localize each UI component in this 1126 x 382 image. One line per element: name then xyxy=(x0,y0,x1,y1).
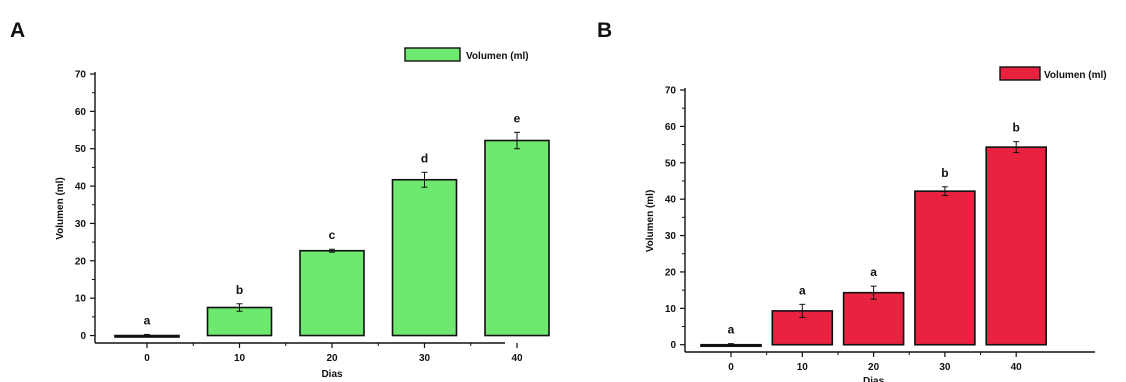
panel-a-bar-40 xyxy=(485,141,549,336)
panel-a-y-axis-label: Volumen (ml) xyxy=(55,177,66,240)
panel-a-legend-swatch xyxy=(405,48,460,61)
panel-b-y-tick-label-0: 0 xyxy=(670,340,676,351)
panel-b-x-tick-label-20: 20 xyxy=(868,362,880,373)
panel-b-sig-label-0: a xyxy=(728,323,735,337)
panel-a-y-tick-label-40: 40 xyxy=(75,182,87,193)
panel-a-x-tick-label-10: 10 xyxy=(234,353,246,364)
panel-a-sig-label-20: c xyxy=(329,228,336,242)
panel-b-letter: B xyxy=(597,19,612,42)
panel-b-y-tick-label-30: 30 xyxy=(665,231,677,242)
panel-a-y-tick-label-30: 30 xyxy=(75,219,87,230)
panel-a-x-tick-label-40: 40 xyxy=(511,353,523,364)
panel-b-y-tick-label-20: 20 xyxy=(665,267,677,278)
panel-b-y-tick-label-50: 50 xyxy=(665,158,677,169)
panel-b-y-tick-label-40: 40 xyxy=(665,195,677,206)
panel-b-sig-label-20: a xyxy=(870,265,877,279)
panel-a-y-tick-label-20: 20 xyxy=(75,256,87,267)
panel-a-x-tick-label-20: 20 xyxy=(326,353,338,364)
panel-a-bar-30 xyxy=(393,180,457,336)
panel-a-bar-20 xyxy=(300,251,364,336)
panel-a-y-tick-label-70: 70 xyxy=(75,70,87,81)
panel-b-sig-label-10: a xyxy=(799,283,806,297)
panel-b-x-tick-label-40: 40 xyxy=(1011,362,1023,373)
panel-a-x-tick-label-30: 30 xyxy=(419,353,431,364)
panel-b-bar-30 xyxy=(915,191,975,345)
panel-b-x-tick-label-10: 10 xyxy=(797,362,809,373)
panel-a-y-tick-label-50: 50 xyxy=(75,144,87,155)
panel-b-y-tick-label-60: 60 xyxy=(665,122,677,133)
panel-b-y-tick-label-70: 70 xyxy=(665,86,677,97)
panel-a-sig-label-0: a xyxy=(144,313,151,327)
panel-a-y-tick-label-0: 0 xyxy=(80,331,86,342)
panel-b-legend-label: Volumen (ml) xyxy=(1044,70,1107,81)
panel-a-y-tick-label-60: 60 xyxy=(75,107,87,118)
panel-b-x-tick-label-30: 30 xyxy=(939,362,951,373)
panel-a-sig-label-30: d xyxy=(421,151,428,165)
panel-a-y-tick-label-10: 10 xyxy=(75,294,87,305)
panel-a-legend-label: Volumen (ml) xyxy=(466,51,529,62)
panel-b-sig-label-30: b xyxy=(941,166,948,180)
chart-panel-b: B a a a b b 0 10 20 30 40 50 60 70 0 10 20 30 40 Dias Volum… xyxy=(597,19,1107,382)
panel-b-bar-20 xyxy=(844,293,904,345)
panel-b-y-tick-label-10: 10 xyxy=(665,304,677,315)
panel-b-bar-40 xyxy=(986,147,1046,345)
chart-panel-a: A a b c d e 0 10 20 30 40 50 60 70 0 10 20 30 40 Dias Volum… xyxy=(10,19,549,380)
panel-a-x-axis-label: Dias xyxy=(321,369,343,380)
panel-b-sig-label-40: b xyxy=(1013,121,1020,135)
panel-b-legend-swatch xyxy=(1000,67,1040,80)
panel-b-y-axis-label: Volumen (ml) xyxy=(645,190,656,253)
panel-b-x-tick-label-0: 0 xyxy=(728,362,734,373)
panel-b-x-axis-label: Dias xyxy=(863,376,885,382)
panel-a-letter: A xyxy=(10,19,25,42)
panel-a-x-tick-label-0: 0 xyxy=(144,353,150,364)
panel-a-sig-label-10: b xyxy=(236,283,243,297)
panel-a-sig-label-40: e xyxy=(514,111,521,125)
